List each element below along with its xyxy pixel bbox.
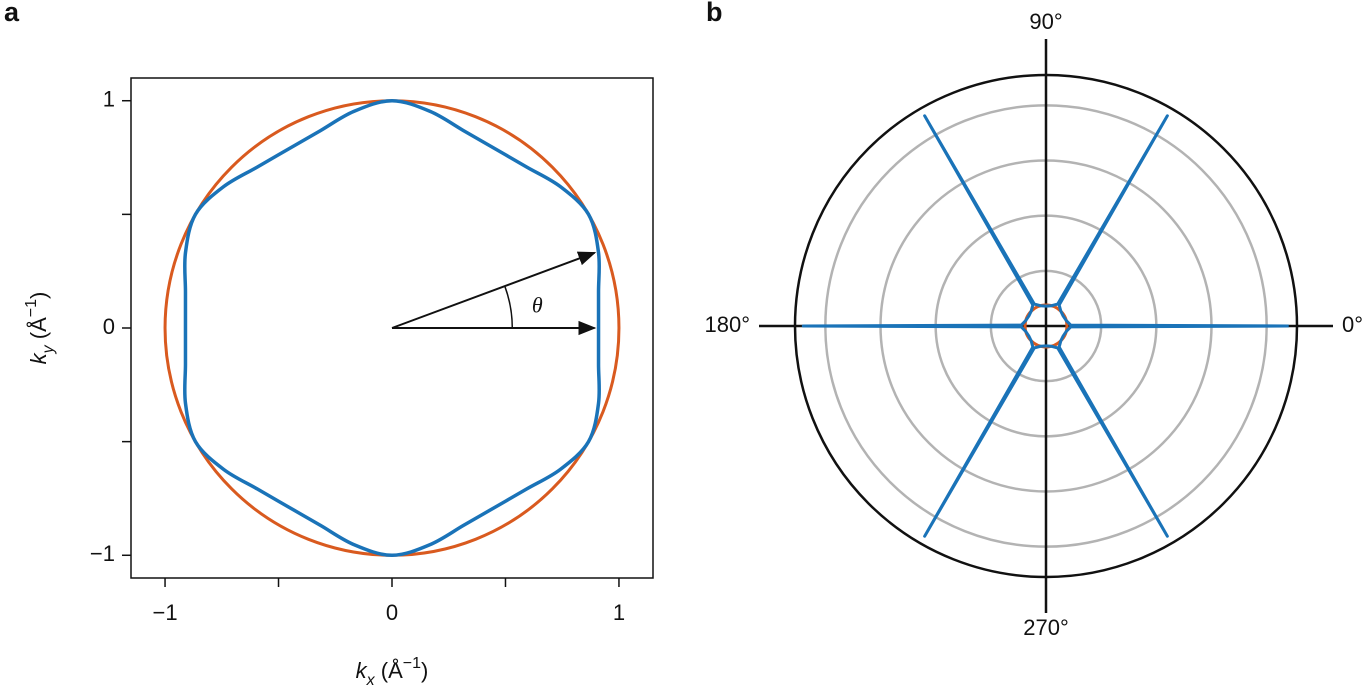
angle-tick-label: 0° (1342, 312, 1363, 337)
angle-tick-label: 270° (1023, 615, 1069, 640)
arrow (391, 251, 597, 329)
polar-curve (801, 114, 1289, 538)
angle-tick-label: 180° (704, 312, 750, 337)
label-part: ) (26, 292, 51, 299)
contour-line (182, 98, 602, 558)
x-tick-label: 0 (386, 600, 398, 625)
label-part: (Å (26, 317, 51, 345)
angle-annotation: θ (532, 293, 543, 318)
angle-arc (504, 286, 514, 329)
label-part: y (40, 344, 57, 354)
label-part: k (26, 352, 51, 364)
y-tick-label: 0 (103, 314, 115, 339)
label-part: k (356, 658, 368, 683)
label-part: −1 (23, 299, 40, 317)
y-tick-label: −1 (90, 541, 115, 566)
y-axis-label: ky (Å−1) (23, 292, 57, 365)
angle-tick-label: 90° (1029, 9, 1062, 34)
x-tick-label: 1 (613, 600, 625, 625)
label-part: ) (421, 658, 428, 683)
x-axis-label: kx (Å−1) (356, 655, 429, 689)
x-tick-label: −1 (152, 600, 177, 625)
label-part: −1 (403, 655, 421, 672)
panel-label: a (4, 0, 20, 27)
panel-label: b (706, 0, 723, 27)
label-part: x (366, 672, 376, 689)
y-tick-label: 1 (103, 87, 115, 112)
label-part: (Å (375, 658, 403, 683)
